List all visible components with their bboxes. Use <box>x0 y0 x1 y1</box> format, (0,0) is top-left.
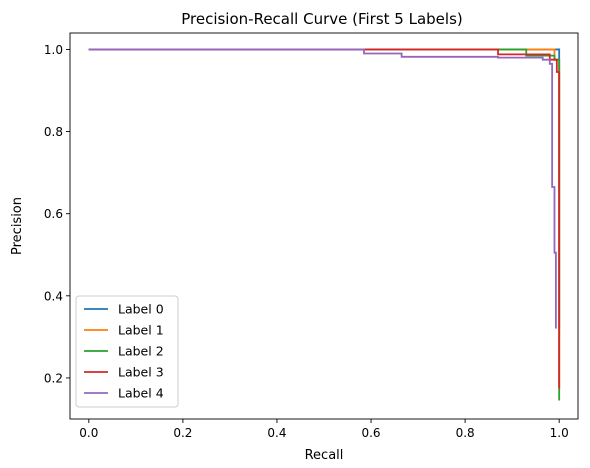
series-line-label-0 <box>88 48 561 329</box>
y-tick-label: 0.2 <box>44 371 63 385</box>
x-axis-label: Recall <box>305 448 344 463</box>
x-tick-label: 0.4 <box>267 426 286 440</box>
legend-entry-label-1: Label 1 <box>118 323 164 338</box>
legend-entry-label-2: Label 2 <box>118 344 164 359</box>
x-tick-label: 0.0 <box>79 426 98 440</box>
y-axis-ticks: 0.2 0.4 0.6 0.8 1.0 <box>44 43 70 385</box>
x-axis-ticks: 0.0 0.2 0.4 0.6 0.8 1.0 <box>79 419 569 440</box>
plot-frame <box>69 32 579 420</box>
plot-lines <box>88 48 561 401</box>
chart-title: Precision-Recall Curve (First 5 Labels) <box>181 10 463 28</box>
x-tick-label: 0.6 <box>361 426 380 440</box>
y-axis-label: Precision <box>10 197 25 255</box>
legend-entry-label-4: Label 4 <box>118 386 164 401</box>
x-tick-label: 0.2 <box>173 426 192 440</box>
y-tick-label: 0.4 <box>44 289 63 303</box>
legend: Label 0 Label 1 Label 2 Label 3 Label 4 <box>75 295 179 408</box>
legend-entry-label-3: Label 3 <box>118 365 164 380</box>
series-line-label-4 <box>88 48 557 329</box>
x-tick-label: 1.0 <box>550 426 569 440</box>
series-line-label-2 <box>88 48 561 401</box>
y-tick-label: 1.0 <box>44 43 63 57</box>
legend-entry-label-0: Label 0 <box>118 302 164 317</box>
y-tick-label: 0.8 <box>44 125 63 139</box>
legend-box <box>75 295 179 408</box>
x-tick-label: 0.8 <box>456 426 475 440</box>
y-tick-label: 0.6 <box>44 207 63 221</box>
